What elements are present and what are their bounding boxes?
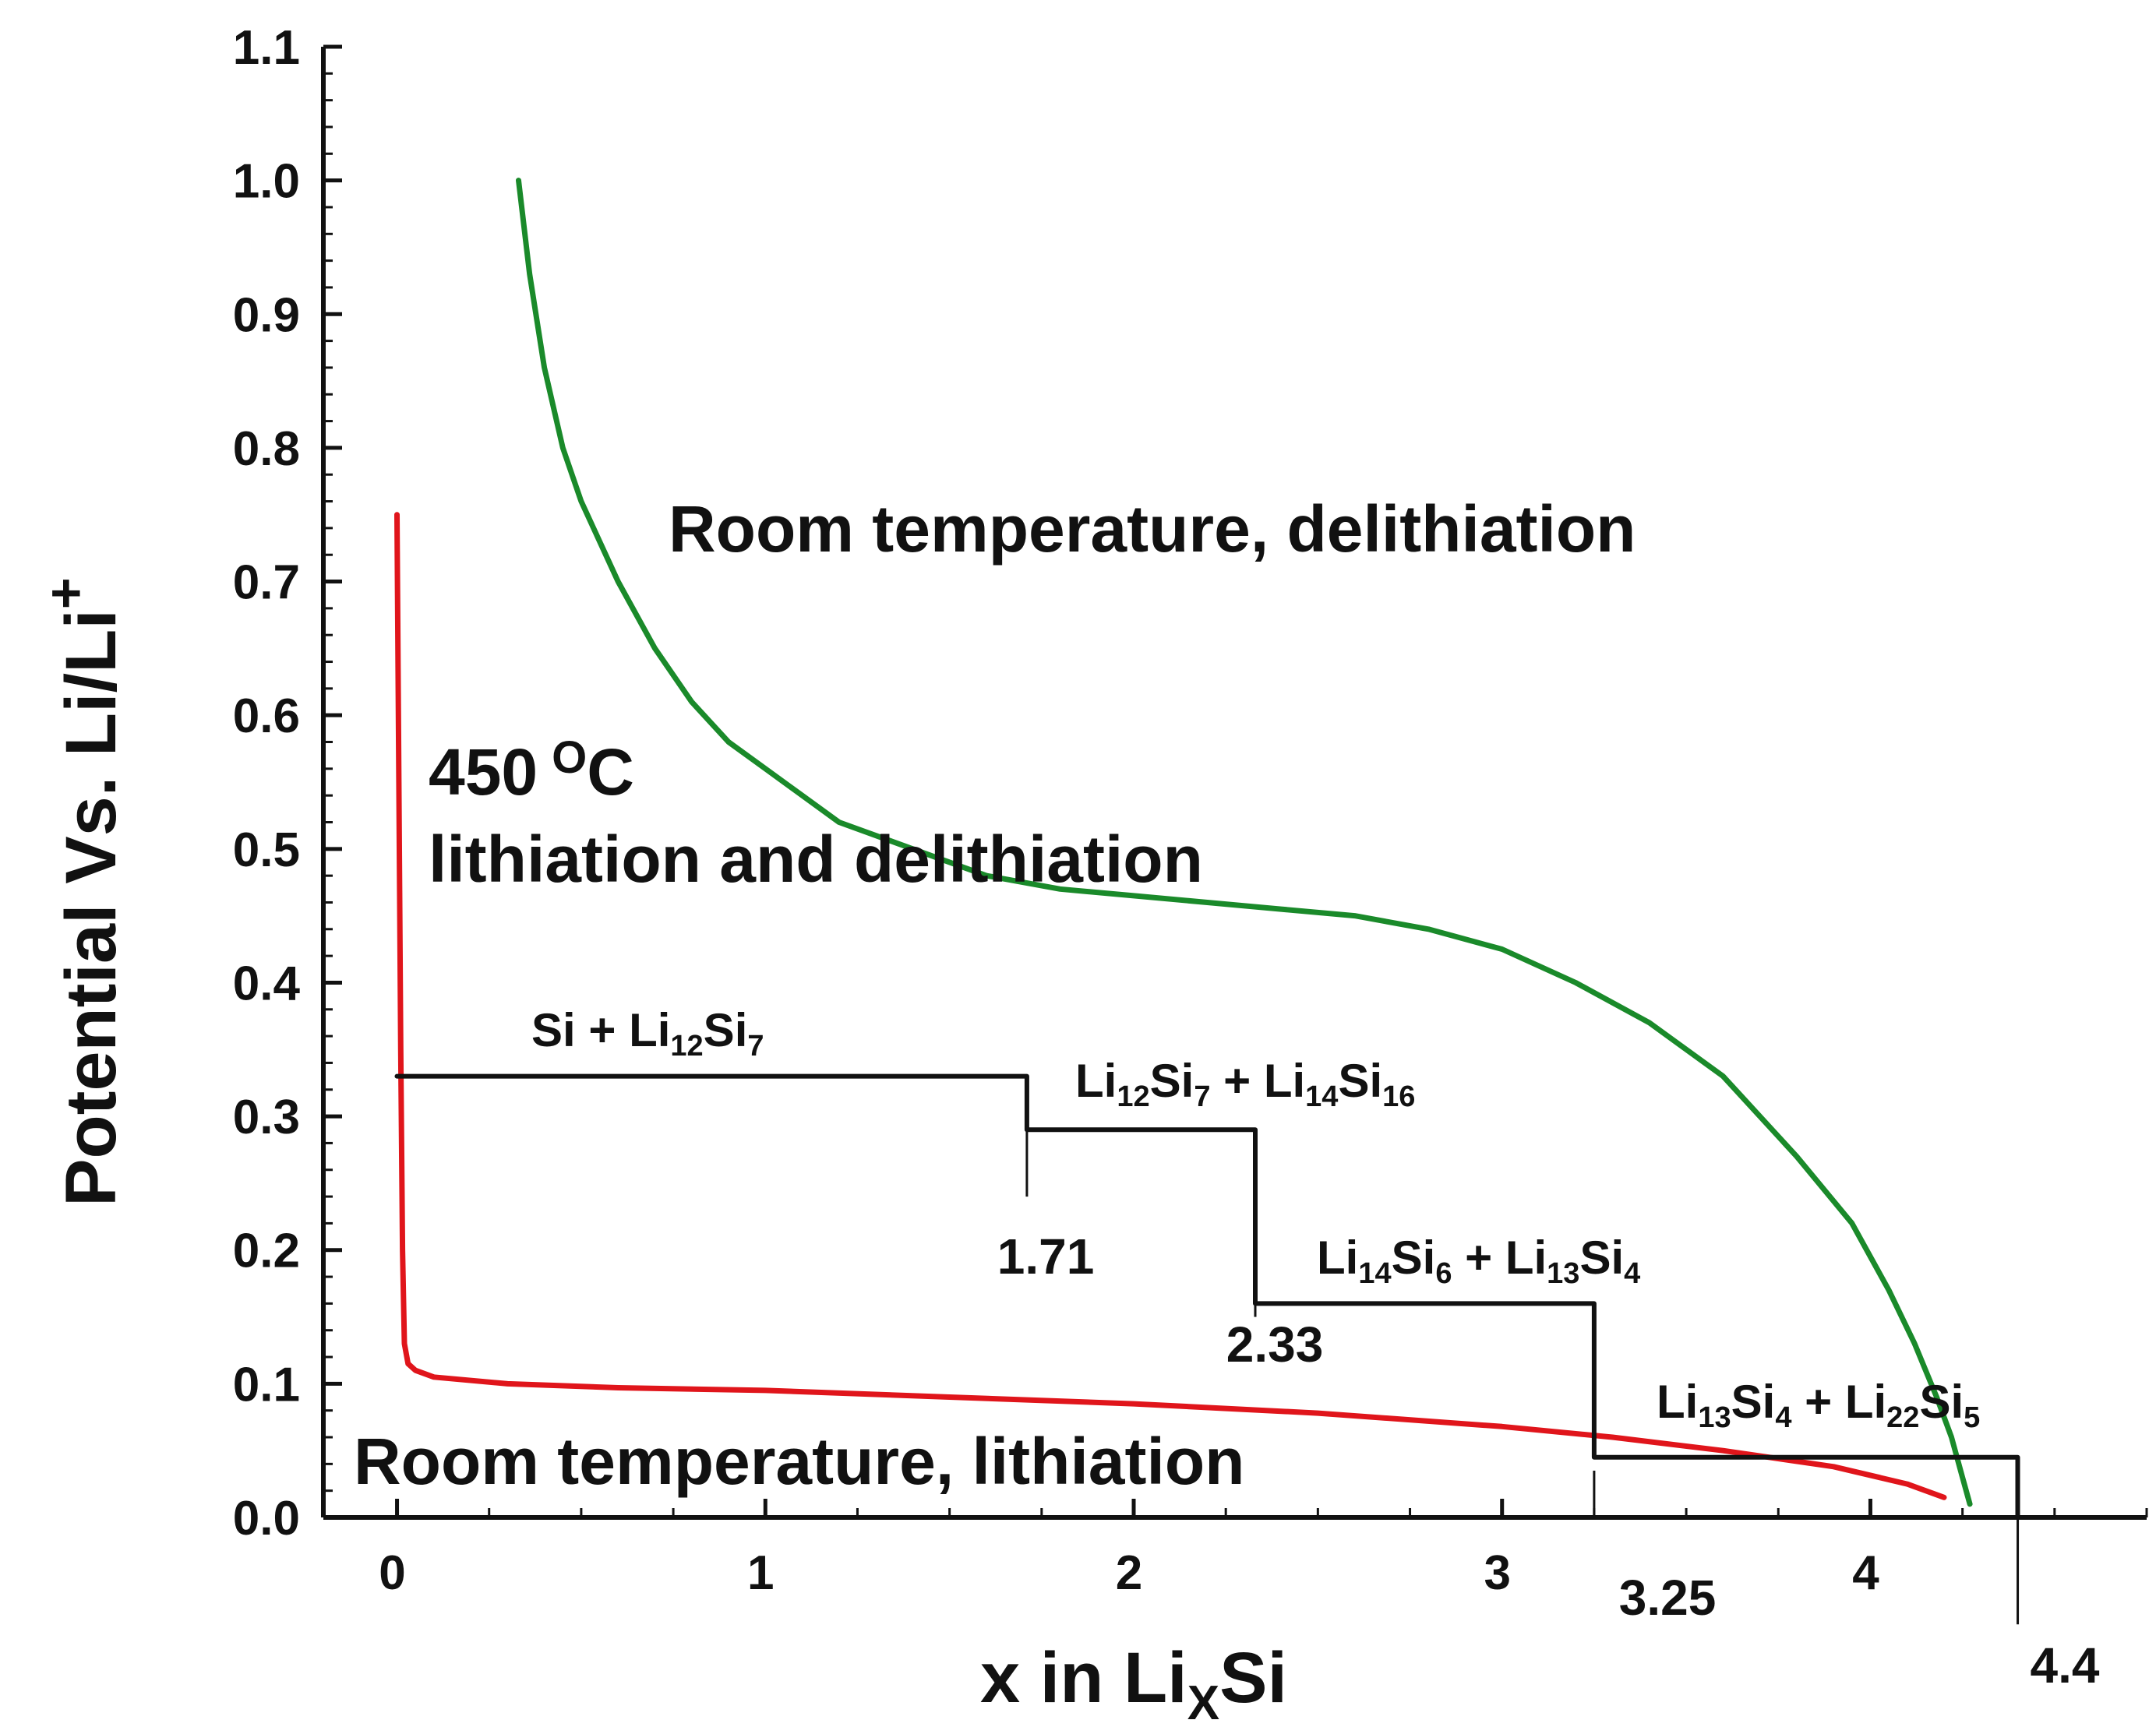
- y-tick-label: 0.8: [233, 422, 300, 476]
- x-axis-title: x in LiXSi: [980, 1638, 1287, 1730]
- series-line-lithiation: [394, 512, 1947, 1500]
- y-tick-label: 0.5: [233, 823, 300, 877]
- mark-2-33: 2.33: [1226, 1316, 1324, 1373]
- mark-4-4: 4.4: [2031, 1637, 2100, 1693]
- mark-1-71: 1.71: [997, 1228, 1095, 1285]
- y-tick-label: 0.4: [233, 957, 301, 1010]
- y-tick-label: 0.9: [233, 288, 300, 342]
- x-tick-label: 4: [1852, 1546, 1879, 1600]
- phase-label-li12si7-li14si16: Li12Si7 + Li14Si16: [1075, 1055, 1415, 1113]
- series-line-delithiation: [516, 178, 1973, 1507]
- lithiation-label: Room temperature, lithiation: [354, 1425, 1244, 1498]
- x-tick-label: 2: [1116, 1546, 1142, 1600]
- mark-3-25: 3.25: [1619, 1570, 1717, 1626]
- x-tick-label: 3: [1484, 1546, 1510, 1600]
- y-tick-label: 1.0: [233, 155, 300, 209]
- phase-label-si-li12si7: Si + Li12Si7: [531, 1004, 764, 1063]
- y-tick-label: 0.1: [233, 1358, 300, 1412]
- y-tick-label: 0.7: [233, 556, 300, 610]
- ht-label-line1: 450 OC: [429, 732, 634, 809]
- y-tick-label: 1.1: [233, 21, 300, 75]
- delithiation-label: Room temperature, delithiation: [669, 492, 1636, 566]
- x-tick-label: 1: [747, 1546, 774, 1600]
- phase-label-li13si4-li22si5: Li13Si4 + Li22Si5: [1657, 1376, 1980, 1434]
- y-tick-label: 0.0: [233, 1492, 300, 1545]
- ht-label-line2: lithiation and delithiation: [429, 823, 1203, 896]
- y-tick-label: 0.3: [233, 1091, 300, 1144]
- x-tick-label: 0: [379, 1546, 405, 1600]
- mark-arrows: [1025, 1130, 2020, 1625]
- phase-label-li14si6-li13si4: Li14Si6 + Li13Si4: [1317, 1232, 1640, 1290]
- y-tick-label: 0.6: [233, 689, 300, 743]
- y-axis-title: Potential Vs. Li/Li+: [35, 577, 131, 1207]
- axes: 0.0 0.1 0.2 0.3 0.4 0.5 0.6 0.7 0.8 0.9 1.0 1.1 0 1 2 3…: [233, 21, 2148, 1600]
- y-tick-label: 0.2: [233, 1225, 300, 1278]
